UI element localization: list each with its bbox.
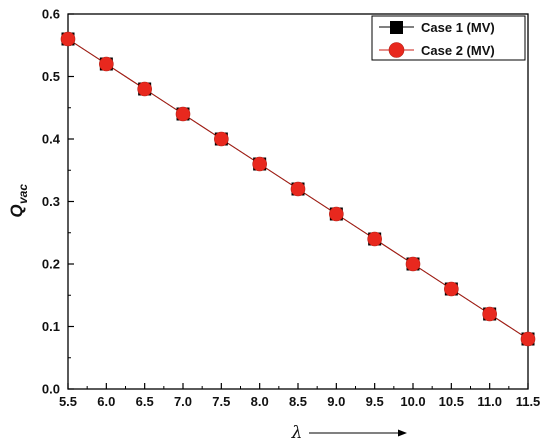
legend: Case 1 (MV) Case 2 (MV) bbox=[371, 15, 526, 61]
y-tick-label: 0.6 bbox=[42, 7, 60, 22]
y-tick-label: 0.4 bbox=[42, 132, 61, 147]
data-point-case-2 bbox=[520, 331, 536, 347]
data-point-case-2 bbox=[99, 56, 114, 72]
plot-frame bbox=[67, 13, 529, 390]
x-tick-label: 9.0 bbox=[327, 394, 345, 409]
y-tick-label: 0.1 bbox=[42, 319, 60, 334]
data-point-case-2 bbox=[137, 81, 152, 97]
data-point-case-2 bbox=[60, 31, 76, 47]
x-tick-label: 7.5 bbox=[212, 394, 230, 409]
x-axis-label: λ bbox=[291, 423, 407, 443]
x-tick-label: 10.5 bbox=[439, 394, 464, 409]
data-point-case-2 bbox=[329, 206, 344, 222]
legend-marker-case-1 bbox=[390, 21, 403, 34]
data-point-case-2 bbox=[175, 106, 191, 122]
x-tick-label: 9.5 bbox=[366, 394, 384, 409]
data-point-case-2 bbox=[482, 306, 497, 322]
data-point-case-2 bbox=[405, 256, 421, 272]
legend-item-case-1: Case 1 (MV) bbox=[379, 20, 495, 35]
y-tick-label: 0.3 bbox=[42, 194, 60, 209]
data-point-case-2 bbox=[367, 231, 382, 247]
x-tick-label: 6.5 bbox=[136, 394, 154, 409]
y-tick-label: 0.5 bbox=[42, 69, 60, 84]
x-tick-label: 5.5 bbox=[59, 394, 77, 409]
legend-item-case-2: Case 2 (MV) bbox=[379, 42, 495, 58]
data-point-case-2 bbox=[290, 181, 306, 197]
x-tick-label: 10.0 bbox=[400, 394, 425, 409]
y-axis-label-sub: vac bbox=[16, 184, 30, 204]
x-tick-label: 6.0 bbox=[97, 394, 115, 409]
data-point-case-2 bbox=[252, 156, 267, 172]
arrow-head-icon bbox=[398, 429, 407, 437]
series-markers bbox=[60, 31, 536, 347]
plot-area: 0.0 0.1 0.2 0.3 0.4 0.5 0.6 5.5 6.0 6.5 7.0 7.5 8.0… bbox=[42, 7, 540, 410]
x-axis: 5.5 6.0 6.5 7.0 7.5 8.0 8.5 9.0 9.5 10.0 10.5 11.0 1… bbox=[59, 383, 540, 409]
x-tick-label: 8.5 bbox=[289, 394, 307, 409]
x-tick-label: 11.0 bbox=[477, 394, 502, 409]
data-point-case-2 bbox=[444, 281, 459, 297]
y-tick-label: 0.0 bbox=[42, 382, 60, 397]
y-axis-label-main: Q bbox=[7, 204, 26, 217]
legend-label-case-1: Case 1 (MV) bbox=[421, 20, 495, 35]
data-point-case-2 bbox=[214, 131, 229, 147]
y-tick-label: 0.2 bbox=[42, 257, 60, 272]
legend-marker-case-2 bbox=[388, 42, 405, 58]
x-tick-label: 11.5 bbox=[516, 394, 541, 409]
y-axis-label: Q vac bbox=[7, 184, 30, 218]
x-tick-label: 8.0 bbox=[251, 394, 269, 409]
x-tick-label: 7.0 bbox=[174, 394, 192, 409]
legend-label-case-2: Case 2 (MV) bbox=[421, 43, 495, 58]
y-axis: 0.0 0.1 0.2 0.3 0.4 0.5 0.6 bbox=[42, 7, 74, 397]
x-axis-label-symbol: λ bbox=[291, 423, 303, 443]
